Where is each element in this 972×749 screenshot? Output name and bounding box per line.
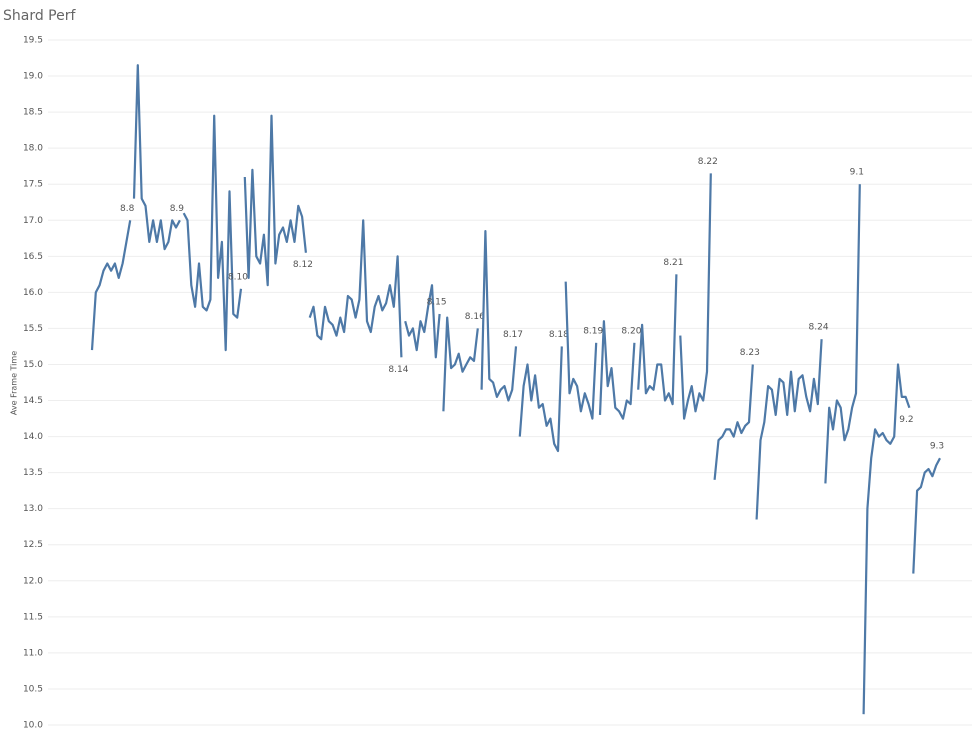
version-label: 9.3 <box>930 442 944 452</box>
line-segment <box>132 64 181 251</box>
y-tick-label: 16.0 <box>23 288 43 298</box>
y-tick-label: 14.5 <box>23 396 43 406</box>
version-label: 8.12 <box>293 260 313 270</box>
y-tick-label: 17.5 <box>23 180 43 190</box>
version-label: 8.8 <box>120 204 135 214</box>
line-segment <box>518 346 563 453</box>
line-segment <box>404 284 441 359</box>
line-segment <box>637 274 678 406</box>
line-segment <box>442 316 479 412</box>
y-tick-label: 14.0 <box>23 432 43 442</box>
y-tick-label: 13.5 <box>23 468 43 478</box>
y-tick-label: 15.5 <box>23 324 43 334</box>
y-tick-label: 12.0 <box>23 576 43 586</box>
version-label: 8.18 <box>549 330 569 340</box>
version-label: 8.15 <box>427 298 447 308</box>
y-tick-label: 17.0 <box>23 216 43 226</box>
y-axis-label: Ave Frame Time <box>10 351 19 415</box>
y-tick-label: 18.0 <box>23 144 43 154</box>
version-label: 8.22 <box>698 157 718 167</box>
version-label: 9.2 <box>899 415 913 425</box>
version-label: 8.20 <box>621 326 641 336</box>
y-tick-label: 19.0 <box>23 72 43 82</box>
version-label: 8.14 <box>388 365 408 375</box>
version-label: 8.10 <box>228 272 248 282</box>
line-segment <box>679 173 712 420</box>
y-tick-label: 15.0 <box>23 360 43 370</box>
y-tick-label: 12.5 <box>23 540 43 550</box>
version-label: 8.21 <box>663 258 683 268</box>
y-tick-label: 11.5 <box>23 612 43 622</box>
line-segment <box>308 219 403 358</box>
version-label: 8.17 <box>503 330 523 340</box>
line-segment <box>713 364 754 480</box>
y-tick-label: 10.5 <box>23 684 43 694</box>
version-label: 8.24 <box>809 323 829 333</box>
y-tick-label: 11.0 <box>23 648 43 658</box>
y-tick-label: 18.5 <box>23 108 43 118</box>
version-label: 8.23 <box>740 348 760 358</box>
line-segment <box>480 230 518 402</box>
line-segment <box>90 220 132 351</box>
line-segment <box>564 281 598 420</box>
version-label: 8.9 <box>170 204 185 214</box>
line-segment <box>912 457 941 574</box>
y-tick-label: 10.0 <box>23 721 43 731</box>
y-tick-label: 16.5 <box>23 252 43 262</box>
line-segment <box>824 184 861 484</box>
version-label: 9.1 <box>850 168 864 178</box>
y-tick-label: 19.5 <box>23 36 43 46</box>
line-segment <box>755 339 823 520</box>
line-segment <box>862 363 911 715</box>
chart-title: Shard Perf <box>3 8 76 24</box>
y-tick-label: 13.0 <box>23 504 43 514</box>
line-segment <box>182 114 243 352</box>
version-label: 8.19 <box>583 326 603 336</box>
line-segment <box>243 114 307 287</box>
version-label: 8.16 <box>465 312 485 322</box>
line-segment <box>598 320 636 420</box>
